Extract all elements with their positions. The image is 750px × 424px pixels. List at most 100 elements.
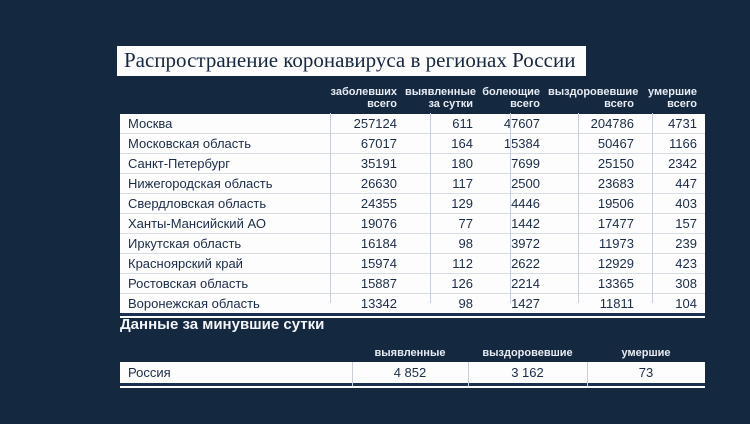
value-cell: 117 (405, 173, 481, 193)
value-cell: 204786 (548, 114, 642, 133)
value-cell: 77 (405, 213, 481, 233)
daily-table: выявленные выздоровевшие умершие Россия … (120, 346, 705, 388)
value-cell: 13342 (330, 293, 405, 316)
value-cell: 98 (405, 233, 481, 253)
value-cell: 3 162 (468, 362, 587, 386)
value-cell: 23683 (548, 173, 642, 193)
region-cell: Ханты-Мансийский АО (120, 213, 330, 233)
value-cell: 180 (405, 153, 481, 173)
value-cell: 4731 (642, 114, 705, 133)
value-cell: 447 (642, 173, 705, 193)
value-cell: 126 (405, 273, 481, 293)
value-cell: 2622 (481, 253, 548, 273)
value-cell: 12929 (548, 253, 642, 273)
value-cell: 129 (405, 193, 481, 213)
value-cell: 35191 (330, 153, 405, 173)
column-header-died-total: умершие всего (648, 86, 697, 110)
table-row: Россия 4 852 3 162 73 (120, 362, 705, 386)
region-cell: Свердловская область (120, 193, 330, 213)
value-cell: 16184 (330, 233, 405, 253)
column-divider (468, 362, 469, 386)
value-cell: 26630 (330, 173, 405, 193)
value-cell: 4 852 (352, 362, 468, 386)
region-cell: Воронежская область (120, 293, 330, 316)
table-row: Санкт-Петербург 35191 180 7699 25150 234… (120, 153, 705, 173)
value-cell: 4446 (481, 193, 548, 213)
section-title: Данные за минувшие сутки (120, 316, 325, 333)
value-cell: 19506 (548, 193, 642, 213)
value-cell: 239 (642, 233, 705, 253)
value-cell: 73 (587, 362, 705, 386)
column-header-detected: выявленные (374, 347, 446, 359)
region-cell: Санкт-Петербург (120, 153, 330, 173)
value-cell: 11811 (548, 293, 642, 316)
region-cell: Иркутская область (120, 233, 330, 253)
value-cell: 15384 (481, 133, 548, 153)
value-cell: 15887 (330, 273, 405, 293)
value-cell: 2342 (642, 153, 705, 173)
table-row: Ханты-Мансийский АО 19076 77 1442 17477 … (120, 213, 705, 233)
region-cell: Нижегородская область (120, 173, 330, 193)
table-bottom-edge (120, 316, 705, 318)
table-row: Иркутская область 16184 98 3972 11973 23… (120, 233, 705, 253)
table-row: Москва 257124 611 47607 204786 4731 (120, 114, 705, 133)
value-cell: 1427 (481, 293, 548, 316)
column-divider (430, 113, 431, 303)
corner-header (120, 86, 330, 114)
column-divider (578, 113, 579, 303)
column-divider (652, 113, 653, 303)
value-cell: 104 (642, 293, 705, 316)
region-cell: Красноярский край (120, 253, 330, 273)
value-cell: 2500 (481, 173, 548, 193)
column-divider (330, 113, 331, 303)
column-header-died: умершие (621, 347, 671, 359)
table-row: Московская область 67017 164 15384 50467… (120, 133, 705, 153)
region-cell: Ростовская область (120, 273, 330, 293)
value-cell: 611 (405, 114, 481, 133)
value-cell: 50467 (548, 133, 642, 153)
value-cell: 308 (642, 273, 705, 293)
column-header-infected-total: заболевших всего (330, 86, 397, 110)
column-header-recovered-total: выздоровевшие всего (548, 86, 639, 110)
column-divider (352, 362, 353, 386)
value-cell: 112 (405, 253, 481, 273)
table-bottom-edge (120, 386, 705, 388)
table-row: Свердловская область 24355 129 4446 1950… (120, 193, 705, 213)
value-cell: 15974 (330, 253, 405, 273)
value-cell: 2214 (481, 273, 548, 293)
value-cell: 257124 (330, 114, 405, 133)
column-divider (510, 113, 511, 303)
daily-table-header-row: выявленные выздоровевшие умершие (120, 346, 705, 362)
region-cell: Москва (120, 114, 330, 133)
column-header-sick-total: болеющие всего (482, 86, 540, 110)
regions-table: заболевших всего выявленные за сутки бол… (120, 86, 705, 318)
column-divider (587, 362, 588, 386)
value-cell: 24355 (330, 193, 405, 213)
value-cell: 17477 (548, 213, 642, 233)
page-title: Распространение коронавируса в регионах … (117, 46, 587, 76)
value-cell: 13365 (548, 273, 642, 293)
value-cell: 403 (642, 193, 705, 213)
value-cell: 25150 (548, 153, 642, 173)
table-row: Нижегородская область 26630 117 2500 236… (120, 173, 705, 193)
corner-header (120, 346, 352, 362)
column-header-detected-daily: выявленные за сутки (405, 86, 476, 110)
value-cell: 67017 (330, 133, 405, 153)
regions-table-header-row: заболевших всего выявленные за сутки бол… (120, 86, 705, 114)
value-cell: 47607 (481, 114, 548, 133)
value-cell: 157 (642, 213, 705, 233)
value-cell: 7699 (481, 153, 548, 173)
value-cell: 1166 (642, 133, 705, 153)
value-cell: 1442 (481, 213, 548, 233)
table-row: Красноярский край 15974 112 2622 12929 4… (120, 253, 705, 273)
region-cell: Россия (120, 362, 352, 386)
value-cell: 19076 (330, 213, 405, 233)
table-row: Ростовская область 15887 126 2214 13365 … (120, 273, 705, 293)
value-cell: 98 (405, 293, 481, 316)
region-cell: Московская область (120, 133, 330, 153)
value-cell: 423 (642, 253, 705, 273)
column-header-recovered: выздоровевшие (482, 347, 573, 359)
value-cell: 164 (405, 133, 481, 153)
value-cell: 3972 (481, 233, 548, 253)
